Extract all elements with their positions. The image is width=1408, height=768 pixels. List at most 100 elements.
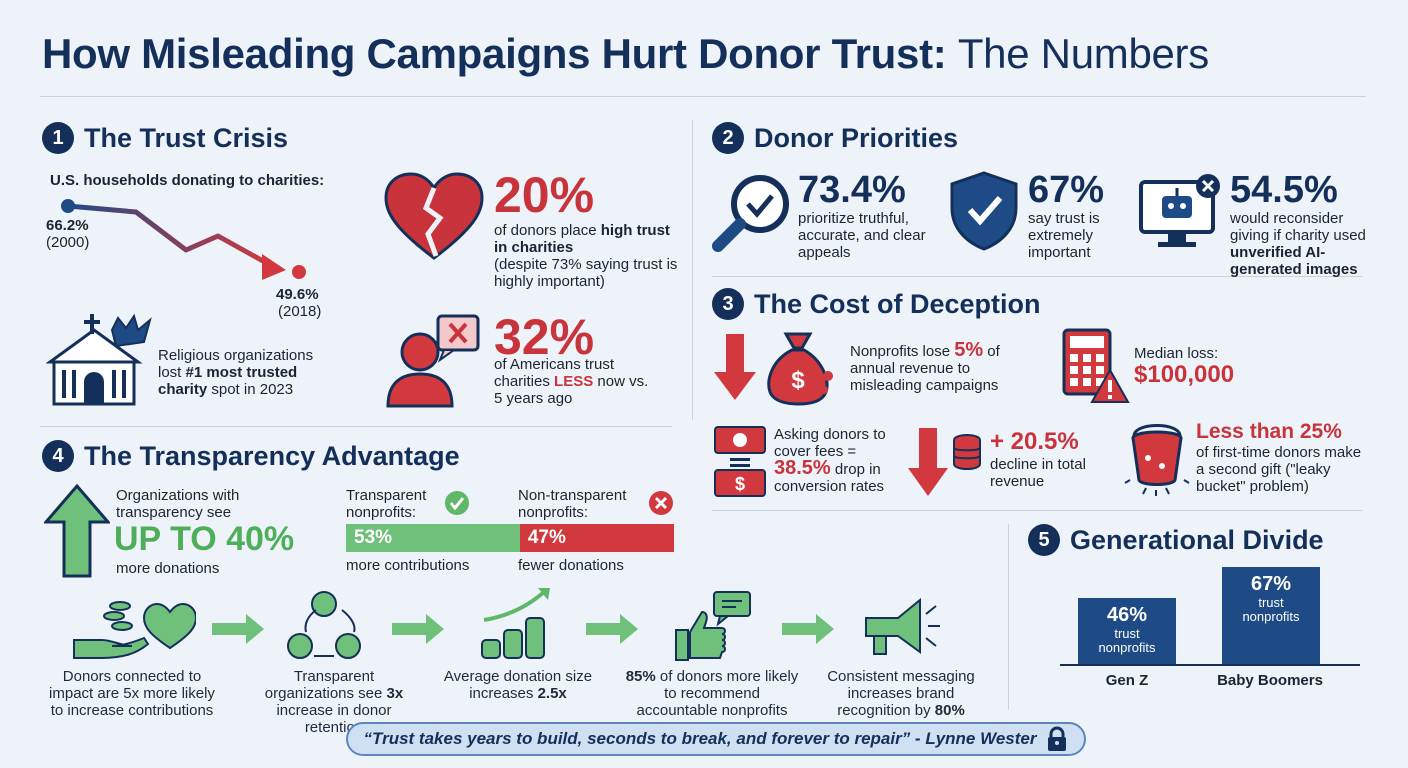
chart-arrow: [262, 254, 286, 280]
revenue-loss-text: Nonprofits lose 5% of annual revenue to …: [850, 339, 1000, 394]
priority-1-text: prioritize truthful, accurate, and clear…: [798, 210, 926, 261]
chart-line: [67, 203, 274, 269]
flow-arrow-4-icon: [782, 614, 834, 644]
stat-32-text: of Americans trust charities LESS now vs…: [494, 356, 649, 407]
people-cycle-icon: [287, 591, 361, 659]
point-year-2000: (2000): [46, 234, 90, 251]
title-light: The Numbers: [957, 30, 1209, 77]
section-title: Generational Divide: [1070, 524, 1324, 555]
religious-text: Religious organizations lost #1 most tru…: [158, 347, 314, 398]
nontransparent-caption: fewer donations: [518, 557, 624, 574]
x-circle-icon: [649, 491, 673, 515]
decline-pct: + 20.5%: [990, 428, 1079, 455]
bar-transparent: 53%: [346, 524, 520, 552]
section-title: The Cost of Deception: [754, 288, 1041, 319]
section-title: Donor Priorities: [754, 122, 959, 153]
point-value-2000: 66.2%: [46, 217, 89, 234]
transparent-label: Transparent nonprofits:: [346, 487, 427, 521]
section-number: 3: [712, 288, 744, 320]
median-loss-label: Median loss:: [1134, 345, 1219, 362]
bar-boomers-sub: trust nonprofits: [1242, 595, 1300, 625]
section-cost-of-deception-header: 3 The Cost of Deception: [712, 288, 1041, 320]
category-gen-z: Gen Z: [1105, 672, 1149, 689]
divider-vertical-top: [692, 120, 693, 420]
decline-arrow-icon: [908, 428, 948, 496]
quote-banner: “Trust takes years to build, seconds to …: [346, 722, 1086, 756]
thumbs-up-chat-icon: [675, 591, 751, 661]
section-title: The Trust Crisis: [84, 122, 289, 153]
decline-text: decline in total revenue: [990, 456, 1086, 490]
money-bag-icon: $: [767, 332, 833, 406]
calculator-warning-icon: [1062, 328, 1130, 403]
priority-3-text: would reconsider giving if charity used …: [1230, 210, 1366, 278]
section-transparency-header: 4 The Transparency Advantage: [42, 440, 460, 472]
check-circle-icon: [445, 491, 469, 515]
leaky-pct: Less than 25%: [1196, 420, 1342, 443]
flow-arrow-1-icon: [212, 614, 264, 644]
robot-monitor-icon: [1139, 174, 1220, 247]
church-icon: [46, 313, 152, 406]
coin-stack-icon: [953, 434, 981, 470]
generational-bar-chart: 46% trust nonprofits 67% trust nonprofit…: [1060, 560, 1360, 666]
lock-icon: [1048, 726, 1067, 751]
bar-nontransparent: 47%: [519, 524, 674, 552]
priority-3-pct: 54.5%: [1230, 169, 1338, 211]
stat-20-note: (despite 73% saying trust is highly impo…: [494, 256, 678, 290]
bar-baby-boomers: 67% trust nonprofits: [1222, 567, 1320, 664]
leaky-text: of first-time donors make a second gift …: [1196, 444, 1362, 495]
section-number: 1: [42, 122, 74, 154]
section-donor-priorities-header: 2 Donor Priorities: [712, 122, 958, 154]
shield-check-icon: [950, 171, 1018, 251]
section-title: The Transparency Advantage: [84, 440, 460, 471]
divider-left-mid: [40, 426, 672, 427]
nontransparent-label: Non-transparent nonprofits:: [518, 487, 627, 521]
title-divider: [40, 96, 1366, 97]
divider-right-low: [712, 510, 1362, 511]
title-main: How Misleading Campaigns Hurt Donor Trus…: [42, 30, 947, 77]
trust-line-chart: [61, 199, 306, 280]
section-trust-crisis-header: 1 The Trust Crisis: [42, 122, 288, 154]
hand-heart-icon: [73, 601, 196, 659]
svg-text:$: $: [791, 367, 805, 394]
advantage-pre: Organizations with transparency see: [116, 487, 240, 521]
advantage-post: more donations: [116, 560, 220, 577]
stat-20-pct: 20%: [494, 167, 595, 223]
stat-20-text: of donors place high trust in charities: [494, 222, 670, 256]
flow-arrow-2-icon: [392, 614, 444, 644]
bar-boomers-pct: 67%: [1250, 573, 1292, 596]
quote-text: “Trust takes years to build, seconds to …: [363, 729, 1037, 748]
page-title: How Misleading Campaigns Hurt Donor Trus…: [42, 30, 1382, 78]
bar-gen-z-sub: trust nonprofits: [1098, 625, 1156, 655]
flow-caption-1: Donors connected to impact are 5x more l…: [49, 668, 215, 719]
leaky-bucket-icon: [1124, 424, 1190, 496]
transparency-comparison-bar: 53% 47%: [346, 524, 674, 552]
fees-cash-icon: $: [714, 426, 766, 497]
chart-point-2000: [61, 199, 75, 213]
divider-vertical-bottom: [1008, 524, 1009, 710]
chart-point-2018: [292, 265, 306, 279]
divider-right-mid: [712, 276, 1362, 277]
stat-32-pct: 32%: [494, 309, 595, 365]
distrust-person-icon: [386, 314, 480, 408]
svg-text:$: $: [735, 474, 745, 494]
point-year-2018: (2018): [278, 303, 322, 320]
bar-gen-z: 46% trust nonprofits: [1078, 597, 1176, 664]
priority-1-pct: 73.4%: [798, 169, 906, 211]
up-arrow-icon: [44, 484, 110, 578]
section-number: 4: [42, 440, 74, 472]
flow-caption-4: 85% of donors more likely to recommend a…: [625, 668, 799, 719]
flow-arrow-3-icon: [586, 614, 638, 644]
bar-gen-z-pct: 46%: [1106, 603, 1148, 626]
fees-text: Asking donors to cover fees = 38.5% drop…: [774, 426, 886, 495]
category-baby-boomers: Baby Boomers: [1217, 672, 1323, 689]
section-generational-header: 5 Generational Divide: [1028, 524, 1324, 556]
down-arrow-icon: [714, 334, 756, 400]
transparent-caption: more contributions: [346, 557, 470, 574]
point-value-2018: 49.6%: [276, 286, 319, 303]
growing-coins-icon: [481, 588, 550, 659]
line-chart-label: U.S. households donating to charities:: [50, 172, 325, 189]
advantage-big: UP TO 40%: [114, 520, 295, 558]
chart-baseline: [1060, 664, 1360, 666]
flow-caption-5: Consistent messaging increases brand rec…: [827, 668, 975, 719]
priority-2-text: say trust is extremely important: [1028, 210, 1100, 261]
